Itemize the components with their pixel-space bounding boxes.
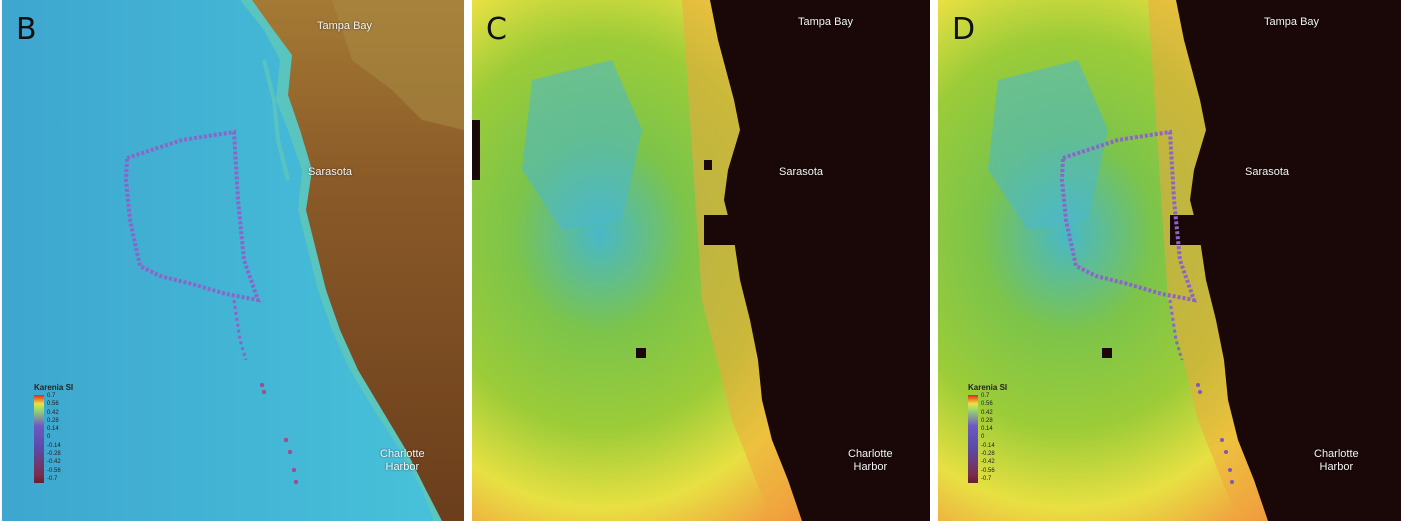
label-sarasota: Sarasota xyxy=(1245,166,1290,178)
legend-tick: 0.56 xyxy=(47,401,59,408)
sample-track xyxy=(1059,129,1234,484)
inland-highland xyxy=(332,0,464,130)
label-sarasota: Sarasota xyxy=(779,166,824,178)
legend-tick: 0 xyxy=(981,434,985,441)
legend-tick: 0.42 xyxy=(47,409,59,416)
mask-pixel xyxy=(472,120,480,180)
legend-title: Karenia SI xyxy=(34,383,74,392)
legend-tick: -0.28 xyxy=(981,451,995,458)
label-charlotte-harbor: Charlotte Harbor xyxy=(1314,448,1359,473)
legend-tick: 0.42 xyxy=(981,409,993,416)
legend-tick: 0.28 xyxy=(47,417,59,424)
legend-tick: -0.7 xyxy=(981,475,992,482)
legend-title: Karenia SI xyxy=(968,383,1008,392)
legend-tick: 0.14 xyxy=(981,426,993,433)
panel-label: C xyxy=(486,12,507,47)
mask-pixel xyxy=(636,348,646,358)
label-tampa-bay: Tampa Bay xyxy=(1264,16,1320,28)
mask-pixel xyxy=(704,160,712,170)
label-tampa-bay: Tampa Bay xyxy=(317,20,373,32)
barrier-islands xyxy=(262,59,290,181)
mask-pixel xyxy=(1170,215,1206,245)
panel-label: B xyxy=(16,12,37,47)
panel-c: C Tampa Bay Sarasota Charlotte Harbor xyxy=(472,0,930,521)
legend-tick: -0.42 xyxy=(47,459,61,466)
legend-tick: 0.7 xyxy=(981,393,990,399)
karenia-legend: Karenia SI 0.7 0.56 0.42 0.28 0.14 0 -0.… xyxy=(968,383,1038,493)
label-charlotte-harbor: Charlotte Harbor xyxy=(848,448,893,473)
legend-tick: 0.56 xyxy=(981,401,993,408)
karenia-legend: Karenia SI 0.7 0.56 0.42 0.28 0.14 0 -0.… xyxy=(34,383,104,493)
land-mask xyxy=(1176,0,1401,521)
legend-tick: -0.56 xyxy=(981,467,995,474)
legend-tick: -0.42 xyxy=(981,459,995,466)
legend-tick: 0.14 xyxy=(47,426,59,433)
panel-b-map xyxy=(2,0,464,521)
legend-color-ramp xyxy=(968,395,978,483)
panel-b: B Tampa Bay Sarasota Charlotte Harbor Ka… xyxy=(2,0,464,521)
panel-c-map xyxy=(472,0,930,521)
legend-tick: 0 xyxy=(47,434,51,441)
mask-pixel xyxy=(704,215,740,245)
legend-tick: 0.28 xyxy=(981,417,993,424)
panel-d: D Tampa Bay Sarasota Charlotte Harbor Ka… xyxy=(938,0,1401,521)
legend-tick: -0.56 xyxy=(47,467,61,474)
low-index-patch xyxy=(522,60,642,230)
legend-tick: -0.7 xyxy=(47,475,58,482)
legend-color-ramp xyxy=(34,395,44,483)
legend-tick: -0.28 xyxy=(47,451,61,458)
low-index-patch xyxy=(988,60,1108,230)
florida-land xyxy=(252,0,464,521)
legend-tick: 0.7 xyxy=(47,393,56,399)
legend-ticks: 0.7 0.56 0.42 0.28 0.14 0 -0.14 -0.28 -0… xyxy=(981,392,995,483)
legend-tick: -0.14 xyxy=(47,442,61,449)
label-charlotte-harbor: Charlotte Harbor xyxy=(380,448,425,473)
panel-d-map xyxy=(938,0,1401,521)
land-mask xyxy=(710,0,930,521)
label-sarasota: Sarasota xyxy=(308,166,353,178)
mask-pixel xyxy=(1102,348,1112,358)
label-tampa-bay: Tampa Bay xyxy=(798,16,854,28)
panel-label: D xyxy=(952,12,976,47)
sample-track xyxy=(123,129,299,485)
legend-ticks: 0.7 0.56 0.42 0.28 0.14 0 -0.14 -0.28 -0… xyxy=(47,392,61,483)
legend-tick: -0.14 xyxy=(981,442,995,449)
